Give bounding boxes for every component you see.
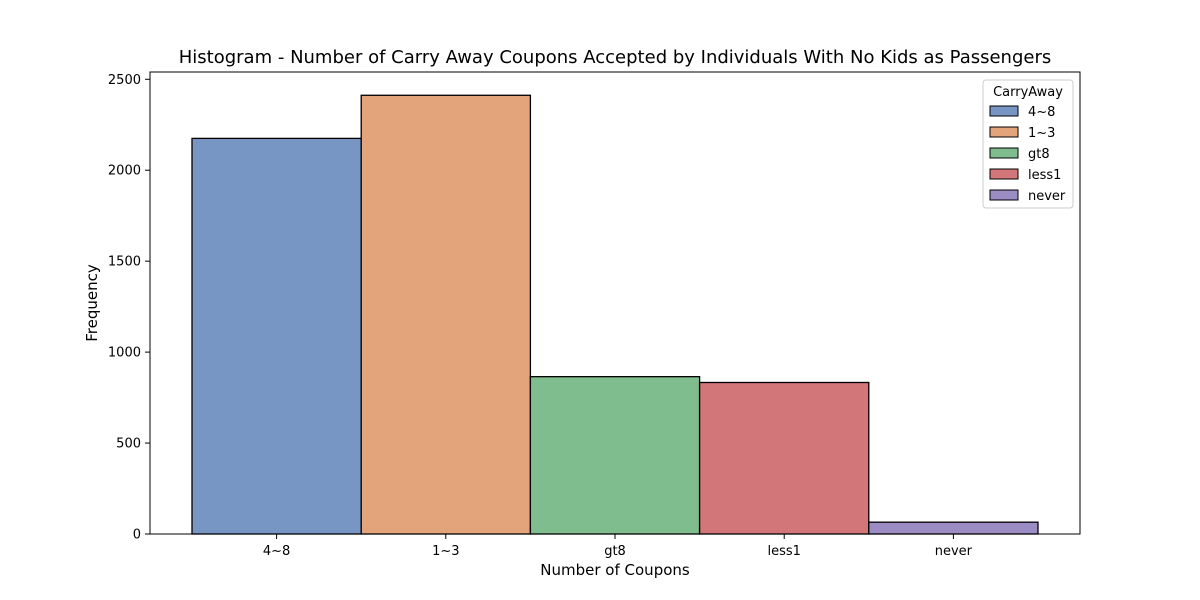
legend-entries: 4~8 1~3 gt8 less1 never	[989, 105, 1066, 204]
legend-label-never: never	[1028, 189, 1066, 204]
legend-swatch-less1	[989, 168, 1019, 180]
y-tick-label: 2000	[108, 164, 141, 179]
bar-4~8	[191, 137, 362, 535]
bar-gt8	[529, 376, 701, 535]
y-tick-label: 1500	[108, 255, 141, 270]
bar-never	[868, 521, 1039, 535]
legend-swatch-gt8	[989, 147, 1019, 159]
legend: CarryAway 4~8 1~3 gt8 less1 never	[982, 79, 1074, 209]
y-tick-label: 0	[133, 528, 141, 543]
legend-swatch-4~8	[989, 105, 1019, 117]
bars-group	[191, 94, 1039, 535]
y-tick-label: 2500	[108, 73, 141, 88]
x-axis-ticks: 4~8 1~3 gt8 less1 never	[263, 534, 973, 559]
chart-title: Histogram - Number of Carry Away Coupons…	[179, 47, 1052, 68]
legend-label-4~8: 4~8	[1028, 105, 1055, 120]
y-axis-label: Frequency	[83, 264, 101, 342]
bar-less1	[698, 381, 870, 535]
x-tick-label: gt8	[604, 544, 626, 559]
legend-swatch-never	[989, 189, 1019, 201]
x-tick-label: 4~8	[263, 544, 290, 559]
x-axis-label: Number of Coupons	[540, 561, 690, 579]
bar-1~3	[360, 94, 532, 535]
y-axis-ticks: 0 500 1000 1500 2000 2500	[108, 73, 150, 543]
x-tick-label: 1~3	[432, 544, 459, 559]
legend-title: CarryAway	[993, 85, 1063, 100]
x-tick-label: never	[935, 544, 973, 559]
legend-label-less1: less1	[1028, 168, 1061, 183]
legend-label-gt8: gt8	[1028, 147, 1050, 162]
x-tick-label: less1	[767, 544, 800, 559]
legend-swatch-1~3	[989, 126, 1019, 138]
y-tick-label: 1000	[108, 346, 141, 361]
legend-label-1~3: 1~3	[1028, 126, 1055, 141]
y-tick-label: 500	[116, 437, 141, 452]
